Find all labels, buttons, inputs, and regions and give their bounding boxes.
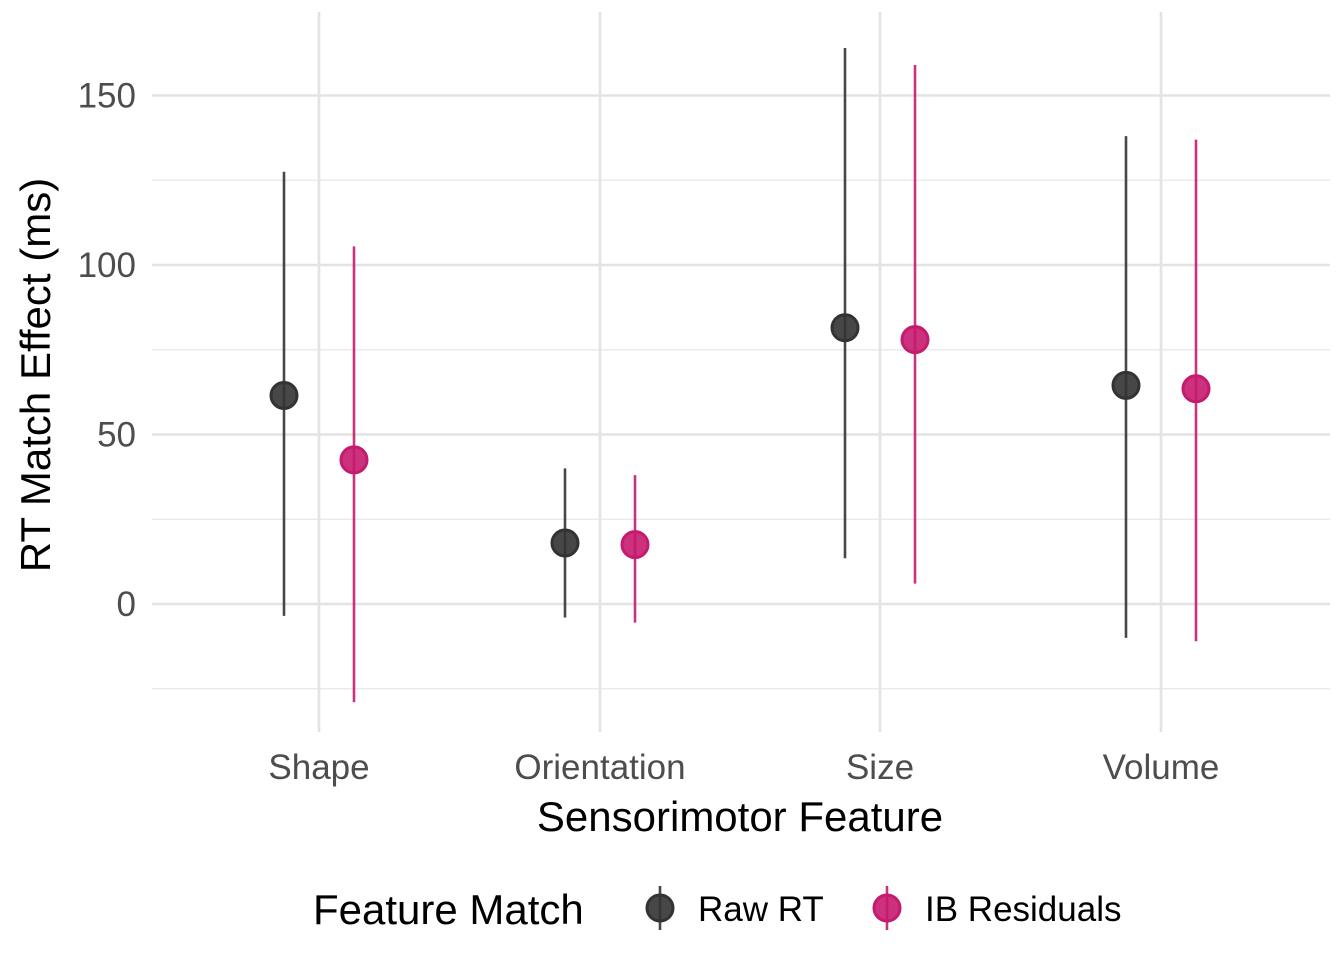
data-marks	[269, 48, 1211, 703]
major-gridlines	[152, 12, 1330, 732]
data-point	[1111, 370, 1141, 400]
x-tick-label: Volume	[1103, 748, 1220, 787]
legend-item: Raw RT	[645, 886, 824, 930]
x-tick-label: Shape	[268, 748, 369, 787]
legend-label: IB Residuals	[925, 890, 1121, 929]
x-axis-title: Sensorimotor Feature	[537, 793, 943, 840]
y-tick-label: 50	[97, 416, 136, 455]
y-axis-title: RT Match Effect (ms)	[12, 178, 59, 572]
legend-title: Feature Match	[313, 886, 584, 933]
data-point	[1181, 374, 1211, 404]
x-tick-label: Size	[846, 748, 914, 787]
series-ib-residuals	[339, 64, 1211, 703]
series-raw-rt	[269, 48, 1141, 638]
data-point	[269, 381, 299, 411]
y-tick-label: 0	[117, 585, 136, 624]
x-tick-label: Orientation	[514, 748, 685, 787]
data-point	[900, 325, 930, 355]
legend-item: IB Residuals	[872, 886, 1121, 930]
data-point	[339, 445, 369, 475]
y-tick-label: 100	[78, 246, 136, 285]
legend-key-point	[872, 893, 902, 923]
legend: Feature Match Raw RT IB Residuals	[313, 886, 1121, 933]
minor-gridlines	[152, 179, 1330, 690]
data-point	[620, 530, 650, 560]
data-point	[550, 528, 580, 558]
legend-key-point	[645, 893, 675, 923]
data-point	[830, 313, 860, 343]
x-axis-tick-labels: Shape Orientation Size Volume	[268, 748, 1219, 787]
y-tick-label: 150	[78, 77, 136, 116]
legend-label: Raw RT	[698, 890, 824, 929]
y-axis-tick-labels: 0 50 100 150	[78, 77, 136, 625]
